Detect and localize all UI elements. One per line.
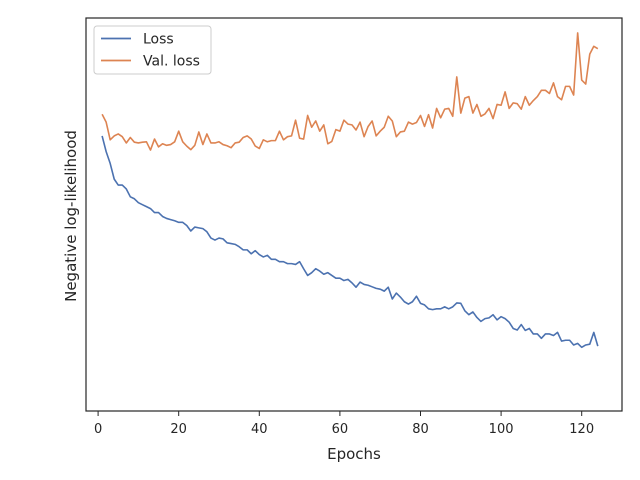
y-axis-label: Negative log-likelihood xyxy=(62,130,80,302)
legend-label-loss: Loss xyxy=(143,32,174,48)
x-tick-label: 40 xyxy=(251,422,268,437)
x-tick-label: 0 xyxy=(94,422,102,437)
series-line-loss xyxy=(101,135,599,349)
x-axis-ticks: 0 20 40 60 80 100 120 xyxy=(94,411,594,437)
legend-label-val-loss: Val. loss xyxy=(143,54,200,70)
x-axis-label: Epochs xyxy=(327,445,381,463)
x-tick-label: 60 xyxy=(332,422,349,437)
x-tick-label: 120 xyxy=(569,422,594,437)
legend: Loss Val. loss xyxy=(93,25,212,75)
x-tick-label: 20 xyxy=(170,422,187,437)
series-line-val-loss xyxy=(101,32,599,151)
x-tick-label: 100 xyxy=(489,422,514,437)
series-layer xyxy=(101,32,599,349)
plot-frame xyxy=(85,17,623,412)
x-tick-label: 80 xyxy=(412,422,429,437)
